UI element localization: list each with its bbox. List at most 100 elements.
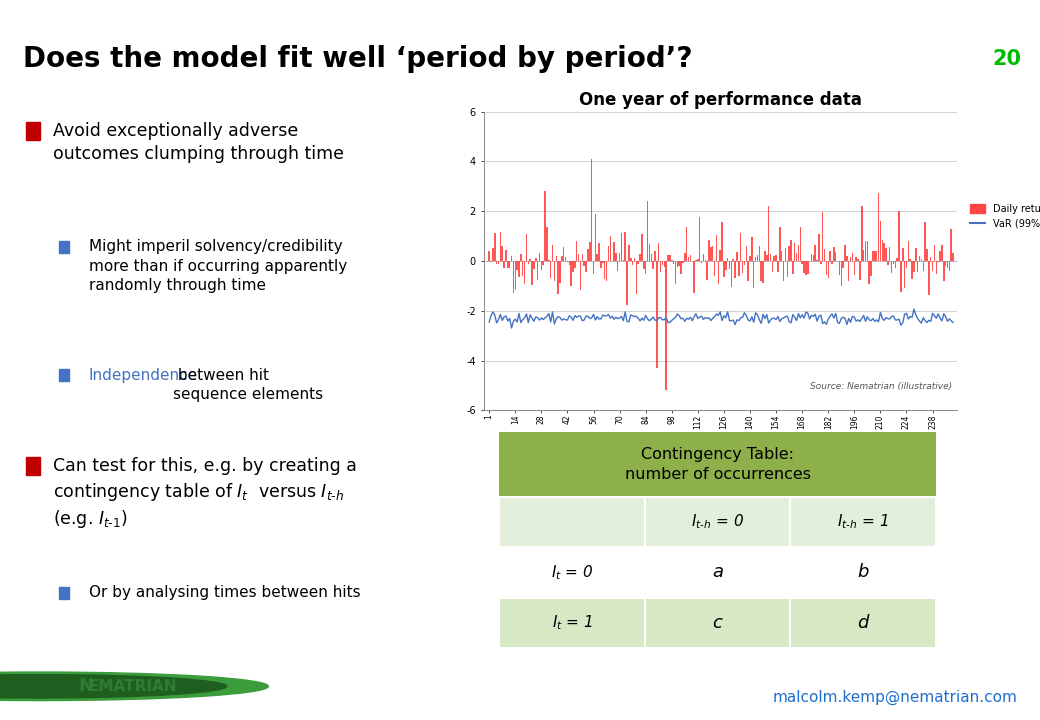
Bar [527,261,529,264]
Bar [697,258,699,261]
Text: malcolm.kemp@nematrian.com: malcolm.kemp@nematrian.com [773,690,1017,705]
Bar [814,246,816,261]
Bar [718,261,719,284]
Bar [643,261,645,269]
Bar [818,235,820,261]
Bar [499,547,645,598]
Bar [928,261,930,295]
Bar [840,261,842,286]
Bar [901,261,902,292]
Bar [892,261,894,264]
Bar [925,222,926,261]
Bar [569,261,570,265]
Bar [607,246,609,261]
Bar [680,261,682,274]
Bar [645,261,647,274]
Bar [802,261,803,264]
Bar [720,250,721,261]
Bar [833,247,834,261]
Legend: Daily return, VaR (99%): Daily return, VaR (99%) [966,200,1040,233]
Bar [768,206,770,261]
Title: One year of performance data: One year of performance data [579,91,861,109]
Bar [788,246,789,261]
Text: a: a [712,563,723,582]
Bar [706,261,708,280]
Bar [581,254,583,261]
Bar [779,228,781,261]
Bar [878,193,879,261]
Bar [749,256,751,261]
Bar [501,246,503,261]
Bar [873,251,874,261]
Bar [920,259,922,261]
Text: Can test for this, e.g. by creating a
contingency table of $I_t$  versus $I_{t\t: Can test for this, e.g. by creating a co… [53,457,357,531]
Bar [503,261,504,268]
Text: c: c [712,613,723,632]
Bar [694,261,695,293]
Bar [617,261,619,271]
Bar [593,261,594,274]
Bar [686,227,687,261]
Bar [774,256,775,261]
Bar [751,237,753,261]
Bar [59,587,70,599]
Bar [948,261,951,271]
Bar [783,261,784,281]
Bar [567,261,568,262]
Text: Independence: Independence [88,368,198,383]
Bar [844,245,846,261]
Bar [894,261,896,269]
Bar [766,255,768,261]
Bar [621,233,622,261]
Bar [889,246,890,261]
Bar [932,261,933,271]
Bar [883,243,885,261]
Bar [951,229,952,261]
Text: 20: 20 [992,48,1021,68]
Bar [496,261,497,264]
Bar [835,251,836,261]
Bar [934,245,935,261]
Bar [772,261,773,271]
Text: $I_t$ = 1: $I_t$ = 1 [551,613,593,632]
Bar [746,246,747,261]
Bar [59,369,70,381]
Bar [874,251,876,261]
Bar [513,261,514,293]
Bar [560,261,561,283]
Text: Source: Nematrian (illustrative): Source: Nematrian (illustrative) [810,382,952,392]
Bar [857,258,859,261]
Bar [911,261,913,279]
Bar [673,261,674,264]
Bar [505,251,506,261]
Bar [760,261,762,282]
Bar [882,240,883,261]
Text: b: b [858,563,868,582]
Bar [716,235,718,261]
Bar [543,261,544,265]
Text: between hit
sequence elements: between hit sequence elements [173,368,322,402]
Bar [651,254,652,261]
Bar [591,159,593,261]
Text: Avoid exceptionally adverse
outcomes clumping through time: Avoid exceptionally adverse outcomes clu… [53,122,343,163]
Bar [922,261,924,271]
Bar [816,259,817,261]
Bar [659,261,661,272]
Bar [555,256,557,261]
Bar [26,122,40,140]
Bar [552,246,553,261]
Bar [887,261,888,265]
Bar [738,261,739,276]
Bar [918,256,920,261]
Bar [652,261,654,269]
Bar [684,253,685,261]
Bar [531,261,532,284]
Bar [656,261,657,368]
Bar [861,206,862,261]
Bar [762,261,763,283]
Text: EMATRIAN: EMATRIAN [88,679,177,694]
Bar [856,257,857,261]
Text: N: N [78,678,93,696]
Bar [576,241,577,261]
Bar [708,240,709,261]
